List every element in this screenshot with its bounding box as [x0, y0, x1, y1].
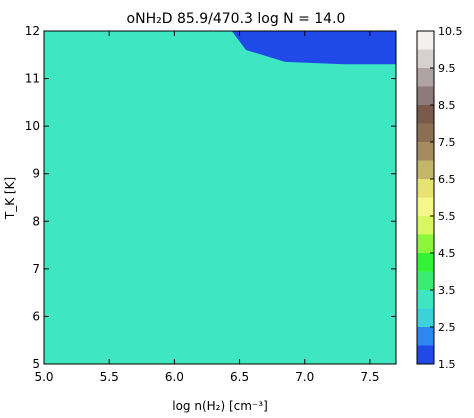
- x-axis: 5.0 5.5 6.0 6.5 7.0 7.5: [34, 31, 379, 384]
- y-tick-label: 12: [25, 24, 40, 38]
- plot-frame: [43, 30, 397, 365]
- colorbar-frame: [416, 30, 435, 365]
- x-tick-label: 5.0: [34, 370, 53, 384]
- y-tick-label: 8: [32, 214, 40, 228]
- colorbar-swatch: [417, 123, 434, 142]
- colorbar-tick-label: 3.5: [438, 284, 456, 297]
- colorbar-swatch: [417, 253, 434, 272]
- colorbar-ticks: 1.5 2.5 3.5 4.5 5.5 6.5 7.5 8.5 9.5 10.5: [430, 25, 463, 371]
- y-tick-label: 10: [25, 119, 40, 133]
- colorbar-swatch: [417, 327, 434, 346]
- colorbar-swatch: [417, 197, 434, 216]
- x-axis-label: log n(H₂) [cm⁻³]: [172, 399, 268, 413]
- y-axis: 5 6 7 8 9 10 11 12: [25, 24, 396, 371]
- x-tick-label: 6.0: [165, 370, 184, 384]
- colorbar-tick-label: 6.5: [438, 173, 456, 186]
- colorbar-swatch: [417, 271, 434, 290]
- colorbar-swatch: [417, 142, 434, 161]
- colorbar-tick-label: 10.5: [438, 25, 463, 38]
- colorbar-swatch: [417, 234, 434, 253]
- x-tick-label: 7.0: [295, 370, 314, 384]
- colorbar-swatch: [417, 49, 434, 68]
- x-tick-label: 7.5: [360, 370, 379, 384]
- contour-band-3: [44, 31, 396, 364]
- colorbar-swatch: [417, 290, 434, 309]
- colorbar-tick-label: 5.5: [438, 210, 456, 223]
- plot-area: [44, 31, 396, 364]
- chart-title: oNH₂D 85.9/470.3 log N = 14.0: [127, 11, 346, 27]
- colorbar-swatch: [417, 68, 434, 87]
- colorbar-tick-label: 1.5: [438, 358, 456, 371]
- colorbar-swatch: [417, 86, 434, 105]
- colorbar-tick-label: 8.5: [438, 99, 456, 112]
- y-tick-label: 6: [32, 309, 40, 323]
- colorbar-tick-label: 9.5: [438, 62, 456, 75]
- y-axis-label: T_K [K]: [3, 177, 17, 220]
- contour-bands: [44, 31, 396, 364]
- colorbar-swatch: [417, 31, 434, 50]
- colorbar-tick-label: 2.5: [438, 321, 456, 334]
- x-tick-label: 6.5: [230, 370, 249, 384]
- colorbar-swatch: [417, 160, 434, 179]
- y-tick-label: 5: [32, 357, 40, 371]
- colorbar-swatch: [417, 345, 434, 364]
- y-tick-label: 11: [25, 72, 40, 86]
- x-tick-label: 5.5: [100, 370, 119, 384]
- y-tick-label: 7: [32, 262, 40, 276]
- colorbar-swatch: [417, 179, 434, 198]
- colorbar: [417, 31, 434, 364]
- colorbar-tick-label: 7.5: [438, 136, 456, 149]
- colorbar-swatch: [417, 105, 434, 124]
- colorbar-swatch: [417, 216, 434, 235]
- colorbar-swatch: [417, 308, 434, 327]
- y-tick-label: 9: [32, 167, 40, 181]
- colorbar-tick-label: 4.5: [438, 247, 456, 260]
